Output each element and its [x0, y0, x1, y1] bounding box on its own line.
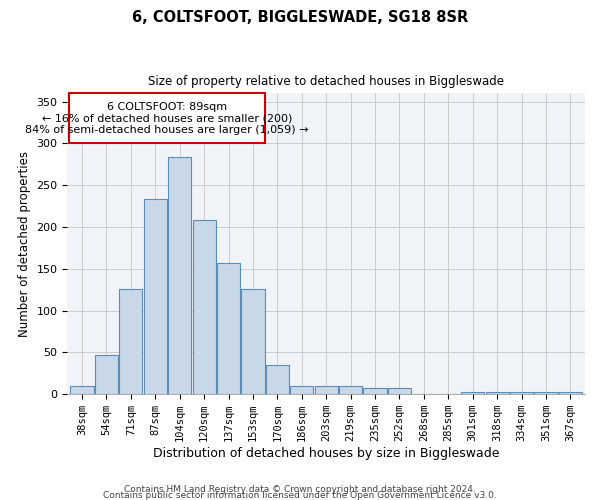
Bar — [95, 355, 118, 394]
Bar — [510, 392, 533, 394]
Bar — [241, 289, 265, 394]
Bar — [535, 392, 557, 394]
Bar — [314, 386, 338, 394]
X-axis label: Distribution of detached houses by size in Biggleswade: Distribution of detached houses by size … — [153, 447, 499, 460]
Bar — [364, 388, 386, 394]
Bar — [168, 157, 191, 394]
Bar — [119, 289, 142, 394]
Title: Size of property relative to detached houses in Biggleswade: Size of property relative to detached ho… — [148, 75, 504, 88]
Text: Contains public sector information licensed under the Open Government Licence v3: Contains public sector information licen… — [103, 491, 497, 500]
Bar — [217, 263, 240, 394]
Bar — [388, 388, 411, 394]
Text: 6 COLTSFOOT: 89sqm
← 16% of detached houses are smaller (200)
84% of semi-detach: 6 COLTSFOOT: 89sqm ← 16% of detached hou… — [25, 102, 308, 135]
FancyBboxPatch shape — [68, 94, 265, 144]
Bar — [461, 392, 484, 394]
Bar — [290, 386, 313, 394]
Text: Contains HM Land Registry data © Crown copyright and database right 2024.: Contains HM Land Registry data © Crown c… — [124, 485, 476, 494]
Bar — [143, 198, 167, 394]
Bar — [485, 392, 509, 394]
Bar — [70, 386, 94, 394]
Bar — [266, 365, 289, 394]
Text: 6, COLTSFOOT, BIGGLESWADE, SG18 8SR: 6, COLTSFOOT, BIGGLESWADE, SG18 8SR — [132, 10, 468, 25]
Bar — [559, 392, 582, 394]
Bar — [339, 386, 362, 394]
Y-axis label: Number of detached properties: Number of detached properties — [18, 151, 31, 337]
Bar — [193, 220, 215, 394]
